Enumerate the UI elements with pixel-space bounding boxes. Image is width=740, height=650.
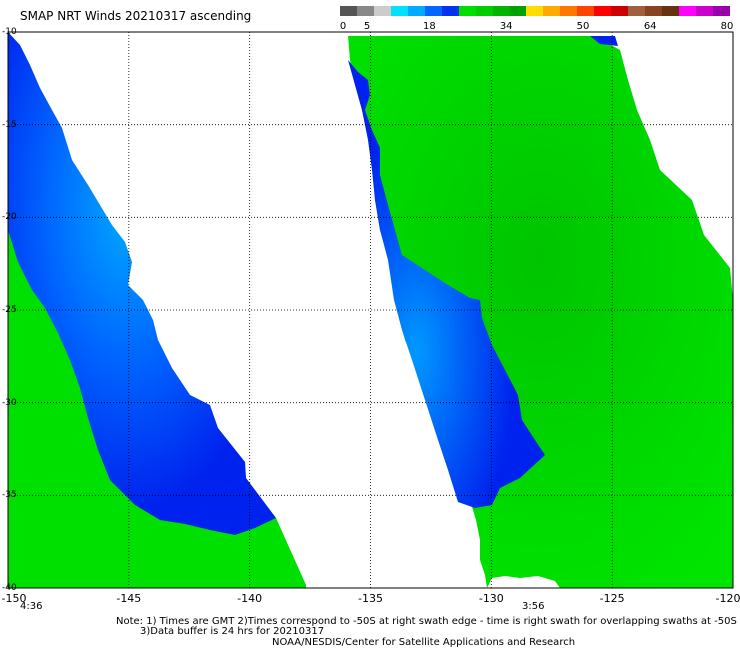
y-tick-label: -35 [2,490,17,501]
swath-time-right: 3:56 [522,601,545,612]
color-scale-segment [458,6,476,16]
color-scale-segment [390,6,408,16]
color-scale-segment [356,6,374,16]
color-scale-segment [424,6,442,16]
color-scale-segment [492,6,510,16]
color-scale-label: 50 [576,21,590,32]
right-swath-bottom-gap [487,576,560,588]
color-scale-segment [560,6,578,16]
color-scale-label: 5 [363,21,371,32]
color-scale-segment [340,6,357,16]
right-swath-wind-low-top [590,36,618,46]
color-scale-segment [679,6,697,16]
note-line-2: 3)Data buffer is 24 hrs for 20210317 [140,626,325,637]
color-scale-segment [509,6,527,16]
color-scale-label: 18 [423,21,436,32]
right-swath-green [348,36,733,588]
color-scale-segment [696,6,713,16]
x-tick-label: -150 [1,592,27,605]
map-grid [8,32,733,588]
x-tick-label: -135 [358,592,383,605]
map-frame [7,31,734,589]
color-scale-segment [441,6,459,16]
y-tick-label: -10 [2,27,17,37]
y-tick-label: -15 [2,119,17,130]
color-scale-segment [475,6,493,16]
x-tick-label: -130 [478,592,504,605]
color-scale-segment [712,6,730,16]
color-scale-segment [611,6,629,16]
color-scale-segment [407,6,425,16]
color-scale-segment [594,6,612,16]
note-line-3: NOAA/NESDIS/Center for Satellite Applica… [272,637,576,648]
left-swath-wind-low [8,32,276,535]
x-tick-label: -140 [237,592,263,605]
color-scale-label: 80 [720,21,734,32]
color-scale-segment [577,6,595,16]
y-tick-label: -30 [2,397,17,408]
y-tick-label: -25 [2,305,17,315]
color-scale-segment [543,6,561,16]
color-scale-segment [645,6,663,16]
color-scale-segment [526,6,544,16]
color-scale-segment [662,6,680,16]
note-line-1: Note: 1) Times are GMT 2)Times correspon… [116,616,737,627]
color-scale-label: 64 [643,21,657,32]
x-tick-label: -125 [599,592,625,605]
color-scale-segment [373,6,391,16]
y-tick-label: -40 [2,583,17,593]
chart-title: SMAP NRT Winds 20210317 ascending [20,9,252,23]
y-tick-label: -20 [2,212,17,223]
color-scale-label: 34 [499,21,513,32]
color-scale-segment [628,6,646,16]
x-tick-label: -145 [116,592,142,605]
right-swath-wind-low [348,60,545,508]
wind-speed-color-scale: 0 5 18 34 50 64 80 [339,6,733,36]
x-tick-label: -120 [715,592,740,605]
color-scale-bar [340,6,730,16]
swath-time-left: 4:36 [20,601,43,612]
color-scale-label: 0 [339,21,347,32]
